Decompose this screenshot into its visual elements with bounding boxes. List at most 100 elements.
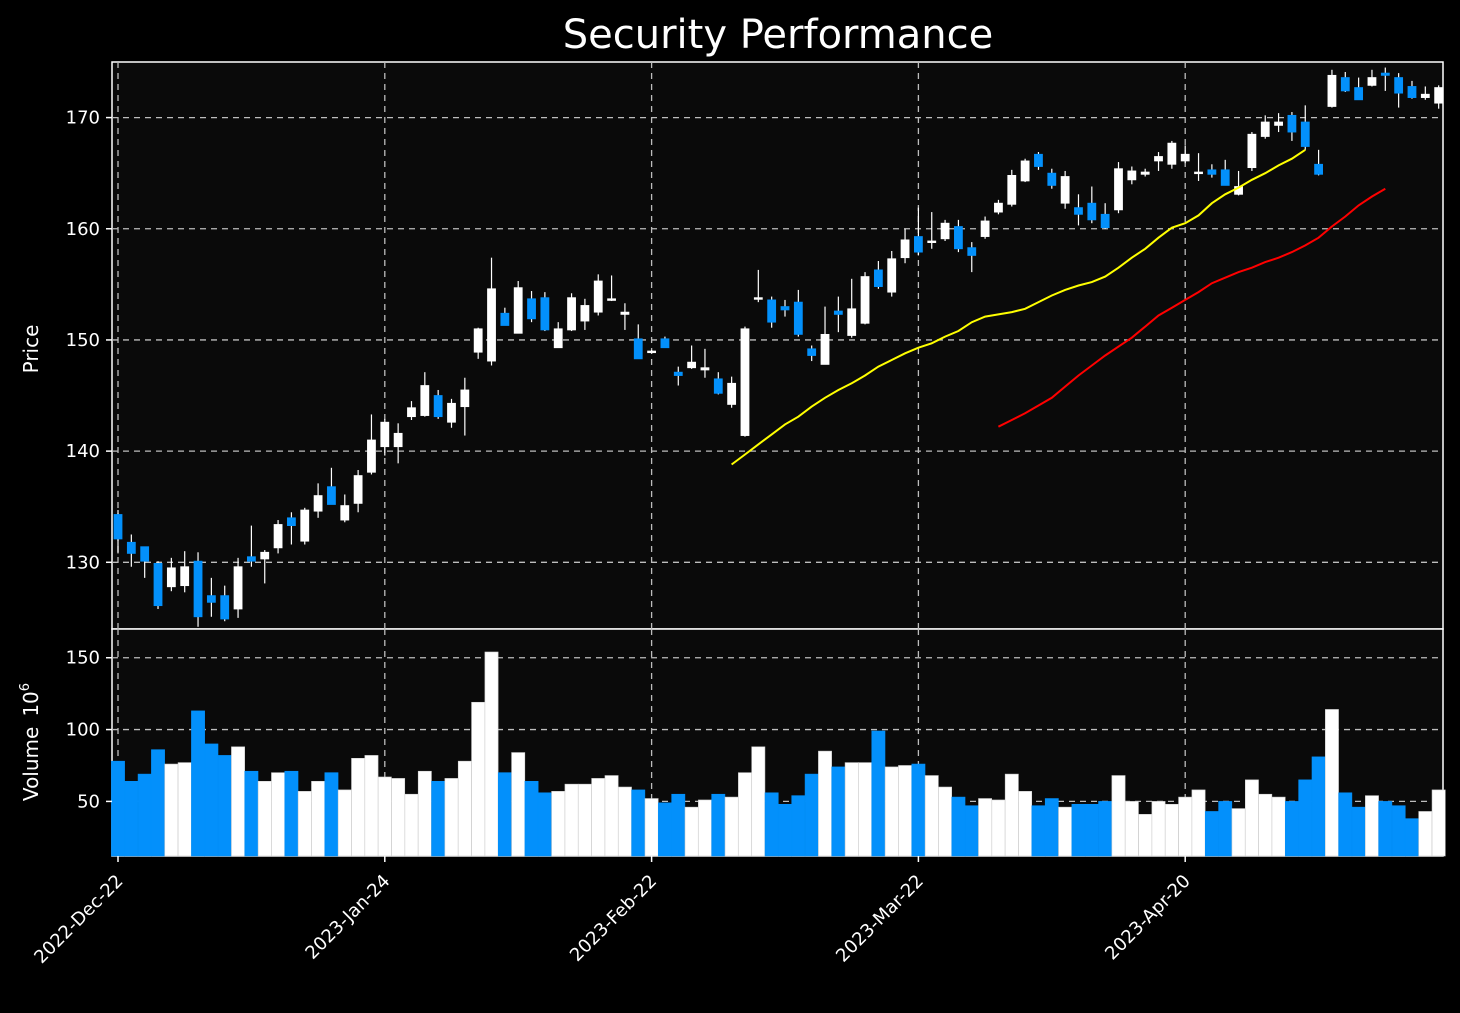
volume-bar [1245,779,1259,857]
candlestick [673,366,683,386]
candlestick [527,291,536,323]
volume-bar [804,773,819,857]
candlestick [847,278,857,338]
candle-body [740,328,750,436]
volume-bar [1391,805,1406,857]
candlestick [1207,164,1217,178]
volume-bar [1018,791,1033,857]
candle-body [980,220,990,237]
candlestick [287,512,296,545]
candlestick [353,470,363,513]
candle-body [727,382,737,405]
candlestick [300,507,310,545]
candlestick [687,345,697,369]
candle-body [1087,202,1097,221]
volume-bar [751,746,766,857]
volume-bar [124,780,139,857]
volume-bar [938,786,952,857]
candle-body [1274,121,1283,126]
candlestick [873,261,883,289]
volume-bar [1298,779,1313,857]
volume-bar [177,762,192,857]
volume-bar [671,793,686,857]
candlestick [700,348,710,378]
candlestick [553,322,563,349]
candlestick [260,550,270,584]
candle-body [233,566,243,610]
candle-body [1354,87,1364,101]
volume-bar [1004,773,1019,857]
candlestick [927,212,937,249]
candle-body [780,306,790,311]
volume-bar [871,730,886,857]
candlestick [540,292,550,332]
candle-body [1300,121,1310,147]
volume-bar [417,770,432,857]
volume-bar [471,701,486,857]
candle-body [1194,171,1203,175]
volume-bar [271,772,285,857]
volume-bar [191,710,205,857]
volume-bar [1351,806,1366,857]
candle-body [300,509,310,542]
volume-bar [524,780,539,857]
volume-bar [1084,803,1099,857]
candlestick [954,219,963,253]
candle-body [1260,121,1270,137]
volume-exponent-power: 6 [18,683,33,691]
volume-bar [791,795,806,857]
volume-bar [364,755,379,857]
candlestick [767,296,777,328]
candlestick [820,306,830,365]
volume-bar [604,775,619,857]
candle-body [1167,142,1177,165]
volume-bar [631,789,646,857]
volume-bar [577,783,592,857]
candlestick [887,251,897,297]
candle-body [1020,160,1030,182]
candlestick [1180,145,1190,164]
candlestick [420,372,430,417]
candle-body [1287,114,1297,133]
candlestick [166,557,176,592]
candlestick [607,275,616,302]
volume-tick-label: 100 [66,720,100,741]
candlestick [1167,140,1177,169]
volume-bar [337,789,352,857]
volume-bar [137,773,152,857]
candlestick [113,510,123,554]
candlestick [1127,166,1137,185]
volume-bar [1111,775,1126,857]
volume-bar [684,806,699,857]
volume-bar [1258,793,1273,857]
candle-body [793,301,803,335]
volume-bar [1178,796,1193,857]
volume-bar [111,760,125,857]
candle-body [1140,171,1150,175]
candle-body [847,308,857,336]
volume-bar [1431,789,1446,857]
candlestick [193,552,203,627]
candle-body [1314,163,1323,175]
candlestick [1394,73,1404,108]
candle-body [620,311,630,315]
candlestick [793,289,803,337]
volume-bar [738,772,752,857]
volume-exponent-base: 10 [19,691,43,716]
candle-body [820,333,830,365]
volume-bar [698,799,712,857]
candle-body [967,247,977,256]
candlestick [1380,67,1390,91]
candle-body [1114,168,1123,211]
candlestick [1114,162,1123,214]
candlestick [380,418,390,456]
candlestick [647,349,656,354]
volume-bar [244,770,259,857]
volume-bar [257,780,272,857]
volume-bar [1271,796,1286,857]
candle-body [527,298,536,320]
candlestick [740,326,750,437]
candlestick [1327,69,1337,108]
candlestick [1154,152,1163,171]
